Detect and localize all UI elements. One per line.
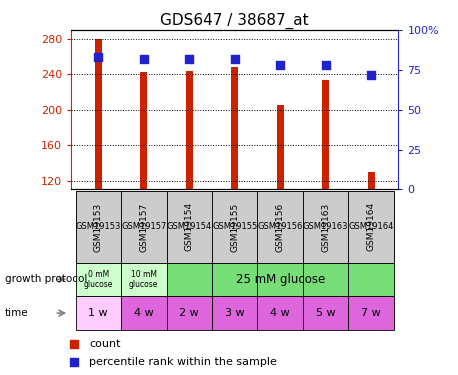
Text: GSM19154: GSM19154	[167, 222, 212, 231]
FancyBboxPatch shape	[303, 191, 349, 262]
Point	[95, 54, 102, 60]
Text: 4 w: 4 w	[270, 308, 290, 318]
FancyBboxPatch shape	[76, 191, 121, 262]
Text: 10 mM
glucose: 10 mM glucose	[129, 270, 158, 289]
Text: 7 w: 7 w	[361, 308, 381, 318]
FancyBboxPatch shape	[349, 262, 394, 296]
Text: GSM19156: GSM19156	[257, 222, 303, 231]
Point	[367, 72, 375, 78]
Text: 2 w: 2 w	[180, 308, 199, 318]
FancyBboxPatch shape	[303, 191, 349, 262]
Text: 4 w: 4 w	[134, 308, 153, 318]
FancyBboxPatch shape	[167, 191, 212, 262]
Text: 25 mM glucose: 25 mM glucose	[235, 273, 325, 286]
Text: GSM19157: GSM19157	[121, 222, 166, 231]
FancyBboxPatch shape	[212, 296, 257, 330]
FancyBboxPatch shape	[257, 296, 303, 330]
FancyBboxPatch shape	[76, 191, 121, 262]
Text: percentile rank within the sample: percentile rank within the sample	[89, 357, 277, 367]
FancyBboxPatch shape	[257, 262, 303, 296]
FancyBboxPatch shape	[257, 191, 303, 262]
Bar	[231, 67, 238, 189]
Text: GSM19153: GSM19153	[94, 202, 103, 252]
Bar	[140, 72, 147, 189]
Text: GSM19156: GSM19156	[276, 202, 285, 252]
Text: 3 w: 3 w	[225, 308, 245, 318]
Text: GSM19153: GSM19153	[76, 222, 121, 231]
FancyBboxPatch shape	[303, 262, 349, 296]
Point	[185, 56, 193, 62]
Point	[322, 62, 329, 68]
Point	[140, 56, 147, 62]
Text: 5 w: 5 w	[316, 308, 336, 318]
FancyBboxPatch shape	[349, 191, 394, 262]
FancyBboxPatch shape	[257, 191, 303, 262]
Point	[277, 62, 284, 68]
Bar	[368, 172, 375, 189]
Point	[71, 341, 78, 347]
Text: 1 w: 1 w	[88, 308, 108, 318]
Text: GSM19155: GSM19155	[230, 202, 239, 252]
Text: GSM19163: GSM19163	[303, 222, 349, 231]
Text: growth protocol: growth protocol	[5, 274, 87, 284]
FancyBboxPatch shape	[121, 262, 167, 296]
Text: GSM19164: GSM19164	[349, 222, 394, 231]
Text: GSM19157: GSM19157	[139, 202, 148, 252]
FancyBboxPatch shape	[167, 191, 212, 262]
FancyBboxPatch shape	[212, 262, 257, 296]
Bar	[95, 39, 102, 189]
FancyBboxPatch shape	[349, 191, 394, 262]
Text: GSM19163: GSM19163	[321, 202, 330, 252]
Point	[71, 359, 78, 365]
FancyBboxPatch shape	[212, 191, 257, 262]
Text: count: count	[89, 339, 120, 349]
Point	[231, 56, 238, 62]
Text: GSM19164: GSM19164	[367, 202, 376, 251]
FancyBboxPatch shape	[167, 262, 212, 296]
Bar	[277, 105, 284, 189]
FancyBboxPatch shape	[121, 191, 167, 262]
Text: 0 mM
glucose: 0 mM glucose	[84, 270, 113, 289]
FancyBboxPatch shape	[76, 296, 121, 330]
Text: GSM19154: GSM19154	[185, 202, 194, 251]
Title: GDS647 / 38687_at: GDS647 / 38687_at	[160, 12, 309, 28]
FancyBboxPatch shape	[121, 296, 167, 330]
Bar	[186, 71, 193, 189]
Text: GSM19155: GSM19155	[212, 222, 257, 231]
FancyBboxPatch shape	[167, 296, 212, 330]
FancyBboxPatch shape	[303, 296, 349, 330]
Text: time: time	[5, 308, 28, 318]
FancyBboxPatch shape	[212, 191, 257, 262]
FancyBboxPatch shape	[121, 191, 167, 262]
FancyBboxPatch shape	[76, 262, 121, 296]
Bar	[322, 80, 329, 189]
FancyBboxPatch shape	[349, 296, 394, 330]
